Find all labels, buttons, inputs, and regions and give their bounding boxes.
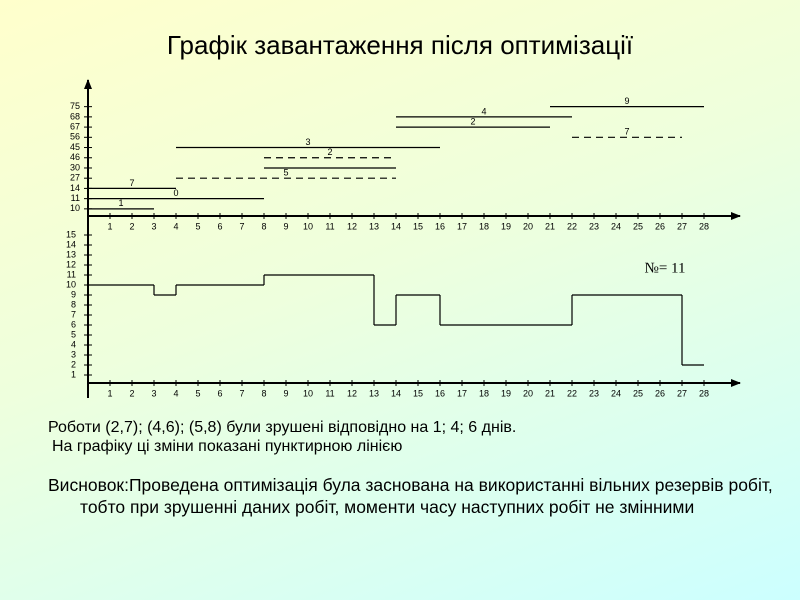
x-tick-label: 27 xyxy=(677,221,687,231)
x-tick-label: 1 xyxy=(107,388,112,398)
y-tick-label: 1 xyxy=(71,369,76,379)
x-tick-label: 5 xyxy=(195,388,200,398)
note: На графіку ці зміни показані пунктирною … xyxy=(52,438,403,455)
x-tick-label: 12 xyxy=(347,221,357,231)
x-tick-label: 17 xyxy=(457,388,467,398)
x-tick-label: 5 xyxy=(195,221,200,231)
x-tick-label: 15 xyxy=(413,388,423,398)
x-tick-label: 7 xyxy=(239,221,244,231)
x-tick-label: 21 xyxy=(545,388,555,398)
x-tick-label: 28 xyxy=(699,221,709,231)
x-tick-label: 15 xyxy=(413,221,423,231)
task-label: 0 xyxy=(173,188,178,198)
note: Роботи (2,7); (4,6); (5,8) були зрушені … xyxy=(48,419,517,436)
x-tick-label: 19 xyxy=(501,388,511,398)
y-tick-label: 30 xyxy=(70,162,80,172)
task-label: 2 xyxy=(327,147,332,157)
x-tick-label: 6 xyxy=(217,388,222,398)
y-tick-label: 11 xyxy=(71,193,80,203)
x-tick-label: 1 xyxy=(107,221,112,231)
annotation: №= 11 xyxy=(645,260,686,276)
conclusion: Висновок:Проведена оптимізація була засн… xyxy=(48,475,773,517)
y-tick-label: 8 xyxy=(71,299,76,309)
x-tick-label: 18 xyxy=(479,388,489,398)
x-tick-label: 23 xyxy=(589,221,599,231)
x-tick-label: 25 xyxy=(633,388,643,398)
y-tick-label: 4 xyxy=(71,339,76,349)
x-tick-label: 18 xyxy=(479,221,489,231)
task-label: 7 xyxy=(129,178,134,188)
y-tick-label: 6 xyxy=(71,319,76,329)
x-tick-label: 24 xyxy=(611,221,621,231)
task-label: 4 xyxy=(481,106,486,116)
x-tick-label: 19 xyxy=(501,221,511,231)
task-label: 5 xyxy=(283,168,288,178)
y-tick-label: 2 xyxy=(71,359,76,369)
x-tick-label: 16 xyxy=(435,388,445,398)
y-tick-label: 14 xyxy=(66,239,76,249)
y-tick-label: 46 xyxy=(70,152,80,162)
task-label: 9 xyxy=(624,96,629,106)
y-tick-label: 68 xyxy=(70,111,80,121)
y-tick-label: 14 xyxy=(70,183,80,193)
x-tick-label: 8 xyxy=(261,388,266,398)
x-tick-label: 9 xyxy=(283,221,288,231)
x-tick-label: 20 xyxy=(523,388,533,398)
x-tick-label: 3 xyxy=(151,221,156,231)
y-tick-label: 15 xyxy=(66,229,76,239)
x-tick-label: 14 xyxy=(391,221,401,231)
x-tick-label: 6 xyxy=(217,221,222,231)
y-tick-label: 56 xyxy=(70,132,80,142)
x-tick-label: 27 xyxy=(677,388,687,398)
y-tick-label: 45 xyxy=(70,142,80,152)
x-tick-label: 22 xyxy=(567,221,577,231)
x-tick-label: 7 xyxy=(239,388,244,398)
y-tick-label: 11 xyxy=(67,269,76,279)
task-label: 3 xyxy=(305,137,310,147)
x-tick-label: 13 xyxy=(369,388,379,398)
y-tick-label: 27 xyxy=(70,173,80,183)
x-tick-label: 9 xyxy=(283,388,288,398)
x-tick-label: 3 xyxy=(151,388,156,398)
x-tick-label: 10 xyxy=(303,388,313,398)
y-tick-label: 5 xyxy=(71,329,76,339)
x-tick-label: 28 xyxy=(699,388,709,398)
x-tick-label: 4 xyxy=(173,388,178,398)
task-label: 1 xyxy=(118,198,123,208)
task-label: 2 xyxy=(470,116,475,126)
x-tick-label: 2 xyxy=(129,221,134,231)
task-label: 7 xyxy=(624,127,629,137)
x-tick-label: 12 xyxy=(347,388,357,398)
x-tick-label: 21 xyxy=(545,221,555,231)
x-tick-label: 2 xyxy=(129,388,134,398)
y-tick-label: 67 xyxy=(70,121,80,131)
x-tick-label: 26 xyxy=(655,221,665,231)
x-tick-label: 4 xyxy=(173,221,178,231)
y-tick-label: 10 xyxy=(66,279,76,289)
y-tick-label: 3 xyxy=(71,349,76,359)
x-tick-label: 11 xyxy=(325,221,334,231)
x-tick-label: 26 xyxy=(655,388,665,398)
x-tick-label: 13 xyxy=(369,221,379,231)
x-tick-label: 8 xyxy=(261,221,266,231)
x-tick-label: 25 xyxy=(633,221,643,231)
x-tick-label: 24 xyxy=(611,388,621,398)
y-tick-label: 9 xyxy=(71,289,76,299)
y-tick-label: 12 xyxy=(66,259,76,269)
x-tick-label: 17 xyxy=(457,221,467,231)
x-tick-label: 16 xyxy=(435,221,445,231)
x-tick-label: 20 xyxy=(523,221,533,231)
x-tick-label: 10 xyxy=(303,221,313,231)
x-tick-label: 23 xyxy=(589,388,599,398)
x-tick-label: 14 xyxy=(391,388,401,398)
y-tick-label: 75 xyxy=(70,101,80,111)
y-tick-label: 10 xyxy=(70,203,80,213)
y-tick-label: 13 xyxy=(66,249,76,259)
slide-title: Графік завантаження після оптимізації xyxy=(166,30,634,60)
x-tick-label: 11 xyxy=(325,388,334,398)
x-tick-label: 22 xyxy=(567,388,577,398)
y-tick-label: 7 xyxy=(71,309,76,319)
